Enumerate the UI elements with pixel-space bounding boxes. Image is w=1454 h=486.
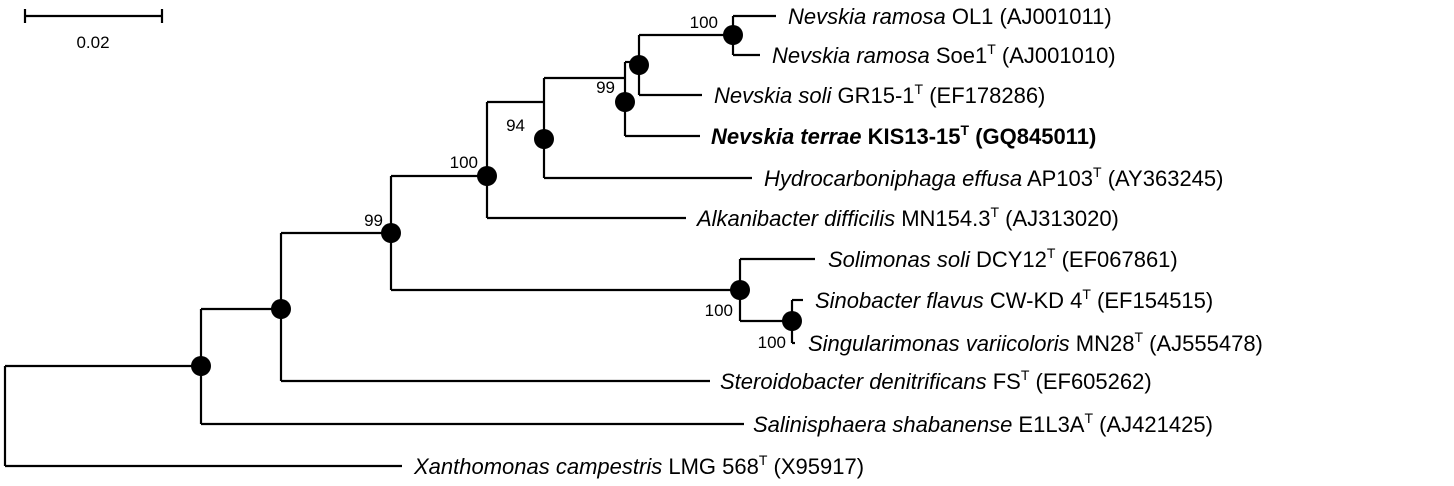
taxon-label: Singularimonas variicoloris MN28T (AJ555… bbox=[808, 329, 1263, 356]
bootstrap-value: 100 bbox=[705, 301, 733, 320]
bootstrap-value: 100 bbox=[758, 333, 786, 352]
node-marker bbox=[730, 280, 750, 300]
bootstrap-values: 100 99 94 100 99 100 100 bbox=[364, 13, 786, 352]
bootstrap-value: 100 bbox=[450, 153, 478, 172]
node-marker bbox=[271, 299, 291, 319]
node-marker bbox=[534, 129, 554, 149]
taxon-label: Nevskia ramosa OL1 (AJ001011) bbox=[788, 4, 1112, 29]
taxon-label: Xanthomonas campestris LMG 568T (X95917) bbox=[413, 452, 864, 479]
node-marker bbox=[381, 223, 401, 243]
bootstrap-value: 99 bbox=[596, 78, 615, 97]
scale-bar: 0.02 bbox=[23, 9, 164, 52]
taxon-label: Hydrocarboniphaga effusa AP103T (AY36324… bbox=[764, 164, 1223, 191]
taxon-label: Solimonas soli DCY12T (EF067861) bbox=[828, 245, 1178, 272]
bootstrap-value: 99 bbox=[364, 211, 383, 230]
node-marker bbox=[782, 311, 802, 331]
taxon-label: Sinobacter flavus CW-KD 4T (EF154515) bbox=[815, 286, 1213, 313]
taxon-label: Nevskia soli GR15-1T (EF178286) bbox=[714, 81, 1045, 108]
node-marker bbox=[191, 356, 211, 376]
node-marker bbox=[723, 25, 743, 45]
node-marker bbox=[629, 55, 649, 75]
taxon-label: Steroidobacter denitrificans FST (EF6052… bbox=[720, 367, 1152, 394]
node-marker bbox=[615, 92, 635, 112]
bootstrap-value: 94 bbox=[506, 116, 525, 135]
taxon-labels: Nevskia ramosa OL1 (AJ001011) Nevskia ra… bbox=[413, 4, 1263, 479]
node-markers bbox=[191, 25, 802, 376]
taxon-label-highlighted: Nevskia terrae KIS13-15T (GQ845011) bbox=[711, 122, 1096, 149]
taxon-label: Nevskia ramosa Soe1T (AJ001010) bbox=[772, 41, 1116, 68]
taxon-label: Salinisphaera shabanense E1L3AT (AJ42142… bbox=[753, 410, 1213, 437]
scale-bar-label: 0.02 bbox=[76, 33, 109, 52]
node-marker bbox=[477, 166, 497, 186]
taxon-label: Alkanibacter difficilis MN154.3T (AJ3130… bbox=[695, 204, 1119, 231]
tree-branches bbox=[3, 14, 815, 468]
bootstrap-value: 100 bbox=[690, 13, 718, 32]
